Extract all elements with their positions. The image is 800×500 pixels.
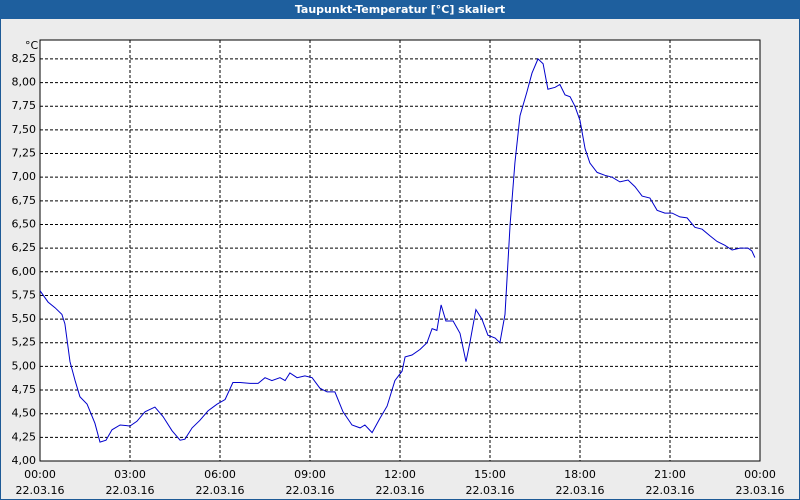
data-line [39,58,756,443]
x-tick-label: 09:00 [294,468,326,481]
chart-title: Taupunkt-Temperatur [°C] skaliert [295,3,505,16]
x-tick-date: 22.03.16 [286,484,335,497]
y-tick-label: 7,25 [12,147,37,160]
y-tick-label: 6,75 [12,194,37,207]
x-tick-label: 03:00 [114,468,146,481]
x-tick-date: 22.03.16 [466,484,515,497]
y-tick-label: 7,50 [12,123,37,136]
y-tick-label: 7,75 [12,99,37,112]
y-tick-label: 6,50 [12,217,37,230]
x-tick-label: 15:00 [474,468,506,481]
y-tick-label: 5,75 [12,288,37,301]
y-tick-label: 5,50 [12,312,37,325]
y-tick-label: 4,50 [12,407,37,420]
x-tick-date: 22.03.16 [646,484,695,497]
x-tick-date: 23.03.16 [736,484,785,497]
x-tick-label: 18:00 [564,468,596,481]
y-tick-label: 8,00 [12,76,37,89]
x-tick-date: 22.03.16 [196,484,245,497]
y-tick-label: 7,00 [12,170,37,183]
plot-border [39,39,761,462]
y-tick-label: 4,25 [12,430,37,443]
x-tick-date: 22.03.16 [16,484,65,497]
y-tick-label: 8,25 [12,52,37,65]
y-tick-label: 5,00 [12,359,37,372]
title-bar [0,0,800,19]
x-tick-date: 22.03.16 [376,484,425,497]
y-unit: °C [25,39,39,52]
y-tick-label: 5,25 [12,336,37,349]
x-tick-label: 21:00 [654,468,686,481]
x-tick-date: 22.03.16 [106,484,155,497]
y-tick-label: 4,75 [12,383,37,396]
y-tick-label: 6,25 [12,241,37,254]
y-tick-label: 4,00 [12,454,37,467]
x-tick-label: 00:00 [24,468,56,481]
x-tick-label: 12:00 [384,468,416,481]
x-tick-date: 22.03.16 [556,484,605,497]
x-tick-label: 06:00 [204,468,236,481]
y-tick-label: 6,00 [12,265,37,278]
x-tick-label: 00:00 [744,468,776,481]
